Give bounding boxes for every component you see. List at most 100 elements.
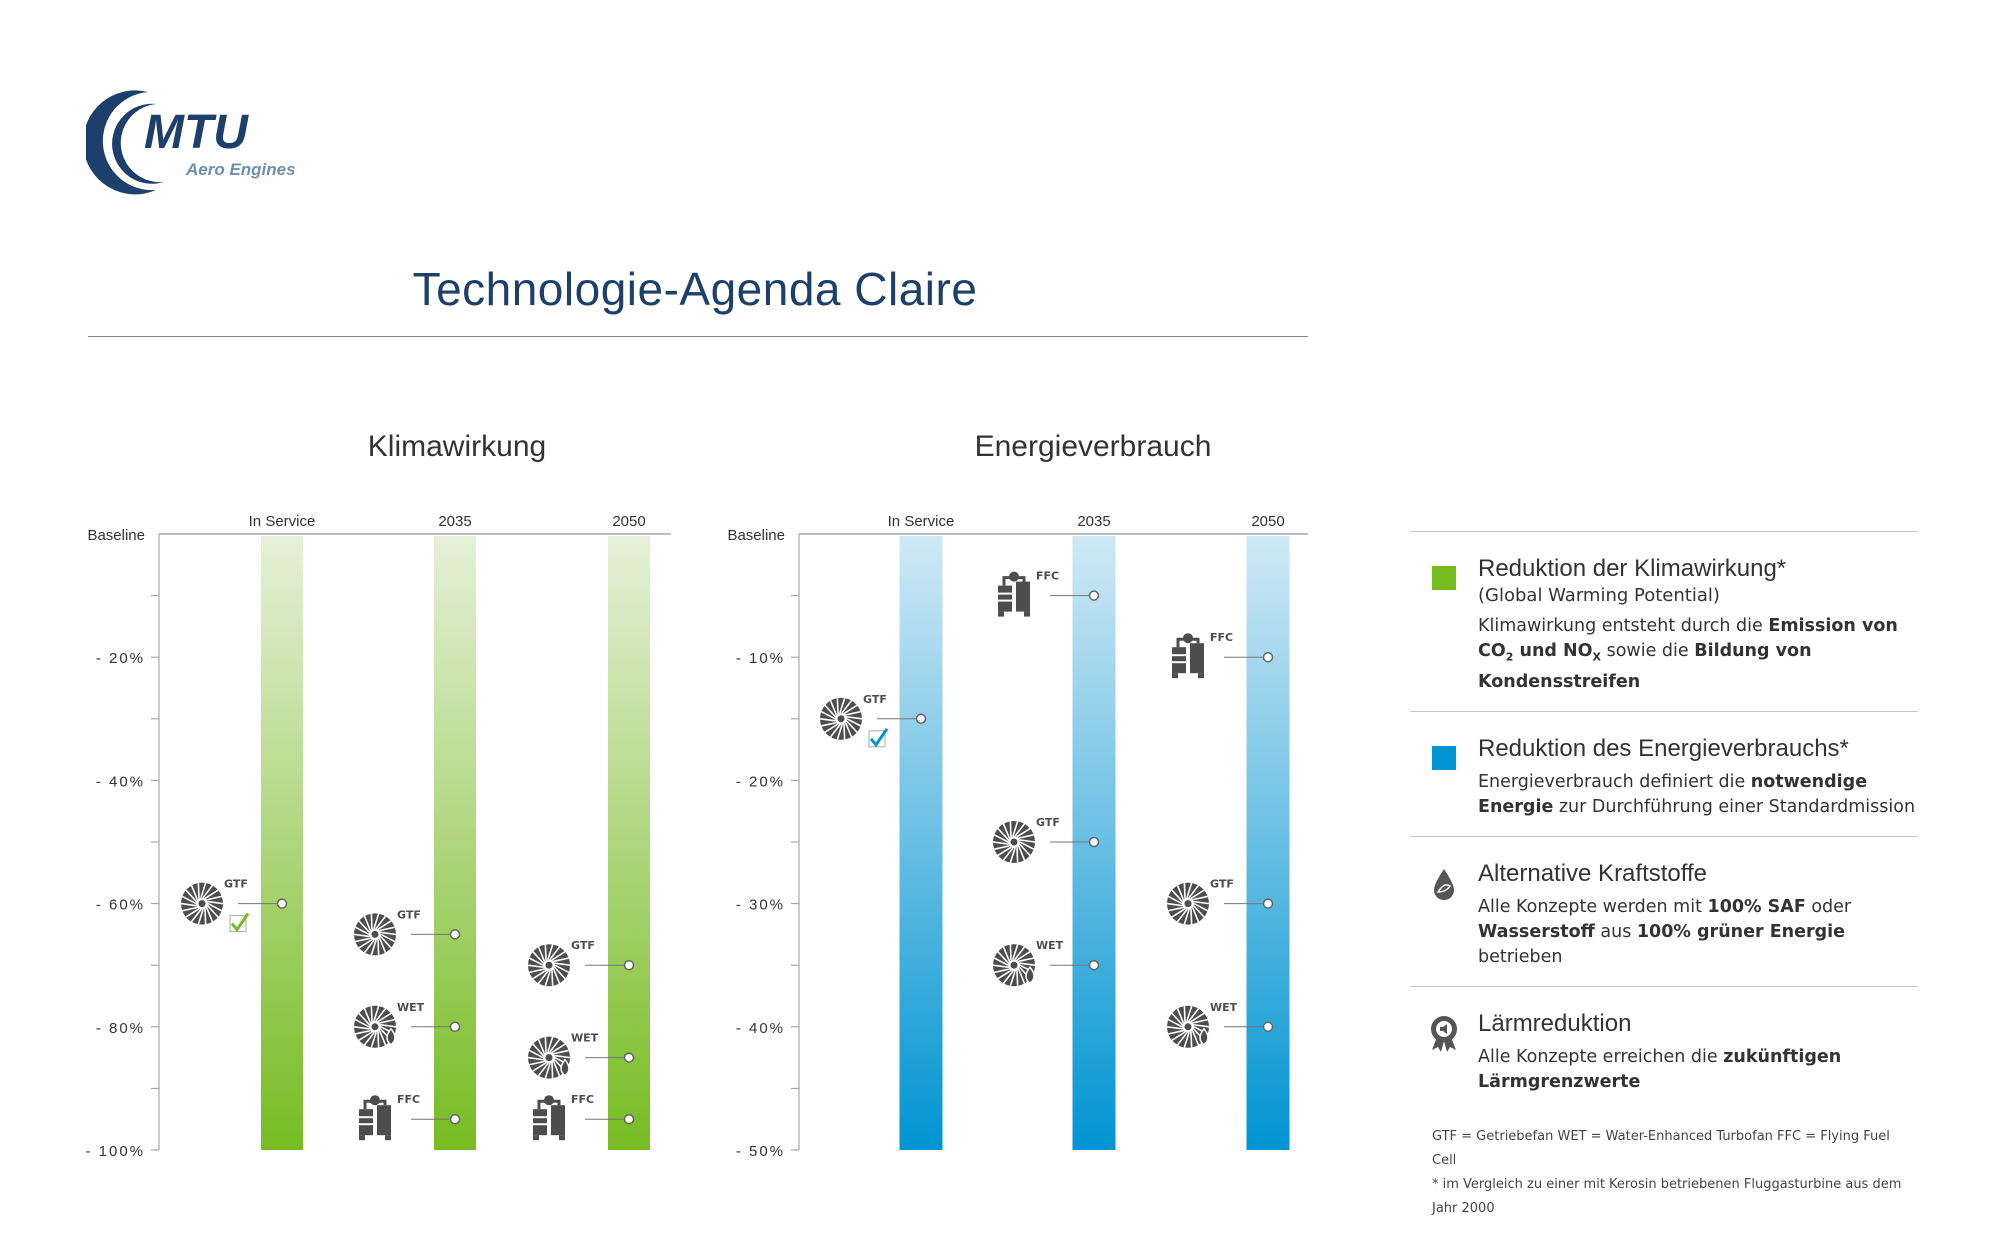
- baseline-label: Baseline: [727, 527, 785, 544]
- legend-description: Klimawirkung entsteht durch die Emission…: [1478, 614, 1918, 695]
- concept-label: WET: [397, 1001, 425, 1014]
- fuel-cell-icon: [531, 1093, 567, 1142]
- title-divider: [88, 336, 1308, 337]
- data-point-gtf: GTF: [819, 693, 927, 748]
- y-tick-label: - 50%: [736, 1143, 785, 1160]
- charts: Baseline - 20% - 40% - 60% - 80% - 100% In Ser…: [85, 513, 1308, 1160]
- point-marker: [449, 1113, 461, 1125]
- concept-label: GTF: [863, 693, 887, 706]
- y-tick-label: - 100%: [85, 1143, 145, 1160]
- turbine-icon: [819, 696, 863, 741]
- data-point-ffc: FFC: [1170, 631, 1274, 680]
- checkbox-icon: [229, 915, 247, 933]
- concept-label: FFC: [1036, 570, 1059, 583]
- legend-text-run: Emission von CO: [1478, 616, 1898, 661]
- data-point-ffc: FFC: [357, 1093, 461, 1142]
- concept-label: FFC: [397, 1093, 420, 1106]
- svg-text:Aero Engines: Aero Engines: [185, 160, 296, 179]
- data-point-gtf: GTF: [1166, 878, 1274, 926]
- legend-heading: Reduktion des Energieverbrauchs*: [1478, 734, 1849, 762]
- y-tick-label: - 80%: [96, 1020, 145, 1037]
- legend-item: Reduktion des Energieverbrauchs* Energiev…: [1410, 710, 1918, 836]
- turbine-icon: [1166, 881, 1210, 926]
- legend-text-run: notwendige Energie: [1478, 771, 1868, 817]
- legend-text-run: 100% grüner Energie: [1636, 921, 1846, 942]
- fuel-cell-icon: [357, 1093, 393, 1142]
- y-tick-label: - 40%: [736, 1020, 785, 1037]
- point-marker: [1262, 651, 1274, 663]
- concept-label: WET: [1036, 939, 1064, 952]
- turbine-icon: [180, 881, 224, 926]
- turbine-icon: [527, 943, 571, 988]
- footnote: GTF = Getriebefan WET = Water-Enhanced T…: [1432, 1128, 1890, 1168]
- concept-label: FFC: [1210, 631, 1233, 644]
- legend-text-run: oder: [1805, 896, 1852, 917]
- turbine-icon: [353, 912, 397, 957]
- legend-heading: Lärmreduktion: [1478, 1009, 1632, 1037]
- legend-heading: Reduktion der Klimawirkung*: [1478, 555, 1787, 582]
- concept-label: WET: [571, 1032, 599, 1045]
- data-point-ffc: FFC: [996, 570, 1100, 619]
- mtu-logo: MTU Aero Engines: [83, 86, 296, 196]
- fuel-drop-icon: [1434, 868, 1454, 900]
- data-point-wet: WET: [1166, 1001, 1274, 1049]
- legend: Reduktion der Klimawirkung* (Global Warmi…: [1410, 531, 1918, 1221]
- legend-text-run: Alle Konzepte erreichen die: [1478, 1046, 1724, 1067]
- chart-title-energieverbrauch: Energieverbrauch: [974, 430, 1212, 463]
- noise-award-icon: [1431, 1015, 1457, 1052]
- point-marker: [1088, 590, 1100, 601]
- legend-text-run: Wasserstoff: [1478, 921, 1595, 942]
- y-tick-label: - 10%: [736, 650, 785, 667]
- y-tick-label: - 20%: [96, 650, 145, 667]
- legend-text-run: aus: [1594, 921, 1637, 942]
- point-marker: [1088, 959, 1100, 971]
- y-tick-label: - 40%: [96, 773, 145, 790]
- check-icon: [869, 727, 889, 748]
- footnotes: GTF = Getriebefan WET = Water-Enhanced T…: [1410, 1111, 1918, 1221]
- category-label: In Service: [249, 513, 316, 530]
- concept-label: GTF: [1210, 878, 1234, 891]
- category-label: 2035: [1077, 513, 1110, 530]
- concept-label: GTF: [397, 908, 421, 921]
- legend-text-run: Klimawirkung entsteht durch die: [1478, 616, 1769, 636]
- bar-2035: [434, 536, 476, 1150]
- baseline-label: Baseline: [87, 527, 145, 544]
- point-marker: [449, 929, 461, 940]
- category-label: 2050: [1251, 513, 1284, 530]
- category-label: In Service: [888, 513, 955, 530]
- category-label: 2035: [438, 513, 471, 530]
- water-drop-icon: [560, 1058, 570, 1077]
- legend-text-run: sowie die: [1601, 641, 1695, 661]
- data-point-gtf: GTF: [353, 908, 461, 957]
- svg-text:MTU: MTU: [144, 106, 249, 159]
- data-point-ffc: FFC: [531, 1093, 635, 1142]
- concept-label: GTF: [571, 939, 595, 952]
- point-marker: [623, 1113, 635, 1125]
- legend-text-run: X: [1592, 650, 1602, 664]
- legend-text-run: 100% SAF: [1707, 896, 1806, 917]
- bar-in-service: [261, 536, 303, 1150]
- legend-text-run: Bildung von Kondensstreifen: [1478, 641, 1812, 692]
- water-drop-icon: [386, 1027, 396, 1046]
- legend-description: Energieverbrauch definiert die notwendig…: [1478, 770, 1918, 820]
- y-tick-label: - 30%: [736, 897, 785, 914]
- data-point-gtf: GTF: [527, 939, 635, 988]
- legend-text-run: zukünftigen Lärmgrenzwerte: [1478, 1046, 1842, 1092]
- point-marker: [623, 1052, 635, 1063]
- chart-title-klimawirkung: Klimawirkung: [367, 430, 547, 463]
- point-marker: [1262, 1021, 1274, 1033]
- point-marker: [915, 713, 927, 725]
- legend-text-run: betrieben: [1478, 946, 1563, 967]
- category-label: 2050: [612, 513, 645, 530]
- blue-square: [1432, 745, 1456, 770]
- data-point-wet: WET: [527, 1032, 635, 1080]
- legend-text-run: Alle Konzepte werden mit: [1478, 896, 1708, 917]
- concept-label: FFC: [571, 1093, 594, 1106]
- fuel-cell-icon: [996, 570, 1032, 619]
- checkbox-icon: [868, 730, 886, 748]
- legend-item: Lärmreduktion Alle Konzepte erreichen die…: [1410, 985, 1918, 1111]
- point-marker: [449, 1021, 461, 1033]
- data-point-wet: WET: [353, 1001, 461, 1049]
- bar-2050: [1246, 536, 1290, 1150]
- concept-label: GTF: [224, 878, 248, 891]
